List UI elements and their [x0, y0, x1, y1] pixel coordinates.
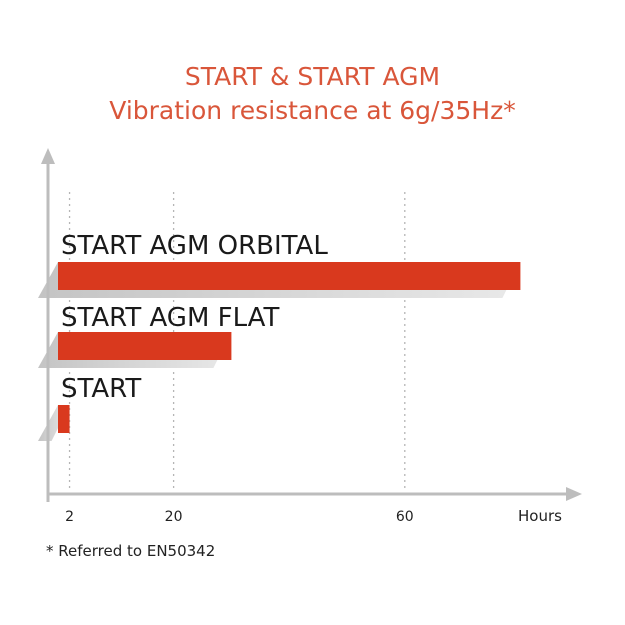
x-axis-label: Hours — [518, 507, 562, 525]
footnote: * Referred to EN50342 — [46, 542, 216, 560]
bar-1 — [58, 332, 232, 360]
y-axis-arrow — [41, 148, 55, 164]
tick-label-60: 60 — [396, 509, 414, 525]
tick-label-2: 2 — [65, 509, 74, 525]
bar-2 — [58, 405, 70, 433]
chart-title: START & START AGM — [184, 62, 441, 91]
category-label-0: START AGM ORBITAL — [61, 231, 328, 261]
category-label-1: START AGM FLAT — [61, 303, 279, 333]
category-label-2: START — [61, 374, 141, 404]
bar-0 — [58, 262, 521, 290]
tick-label-20: 20 — [165, 509, 183, 525]
x-axis-arrow — [566, 487, 582, 501]
chart-subtitle: Vibration resistance at 6g/35Hz* — [109, 96, 516, 125]
